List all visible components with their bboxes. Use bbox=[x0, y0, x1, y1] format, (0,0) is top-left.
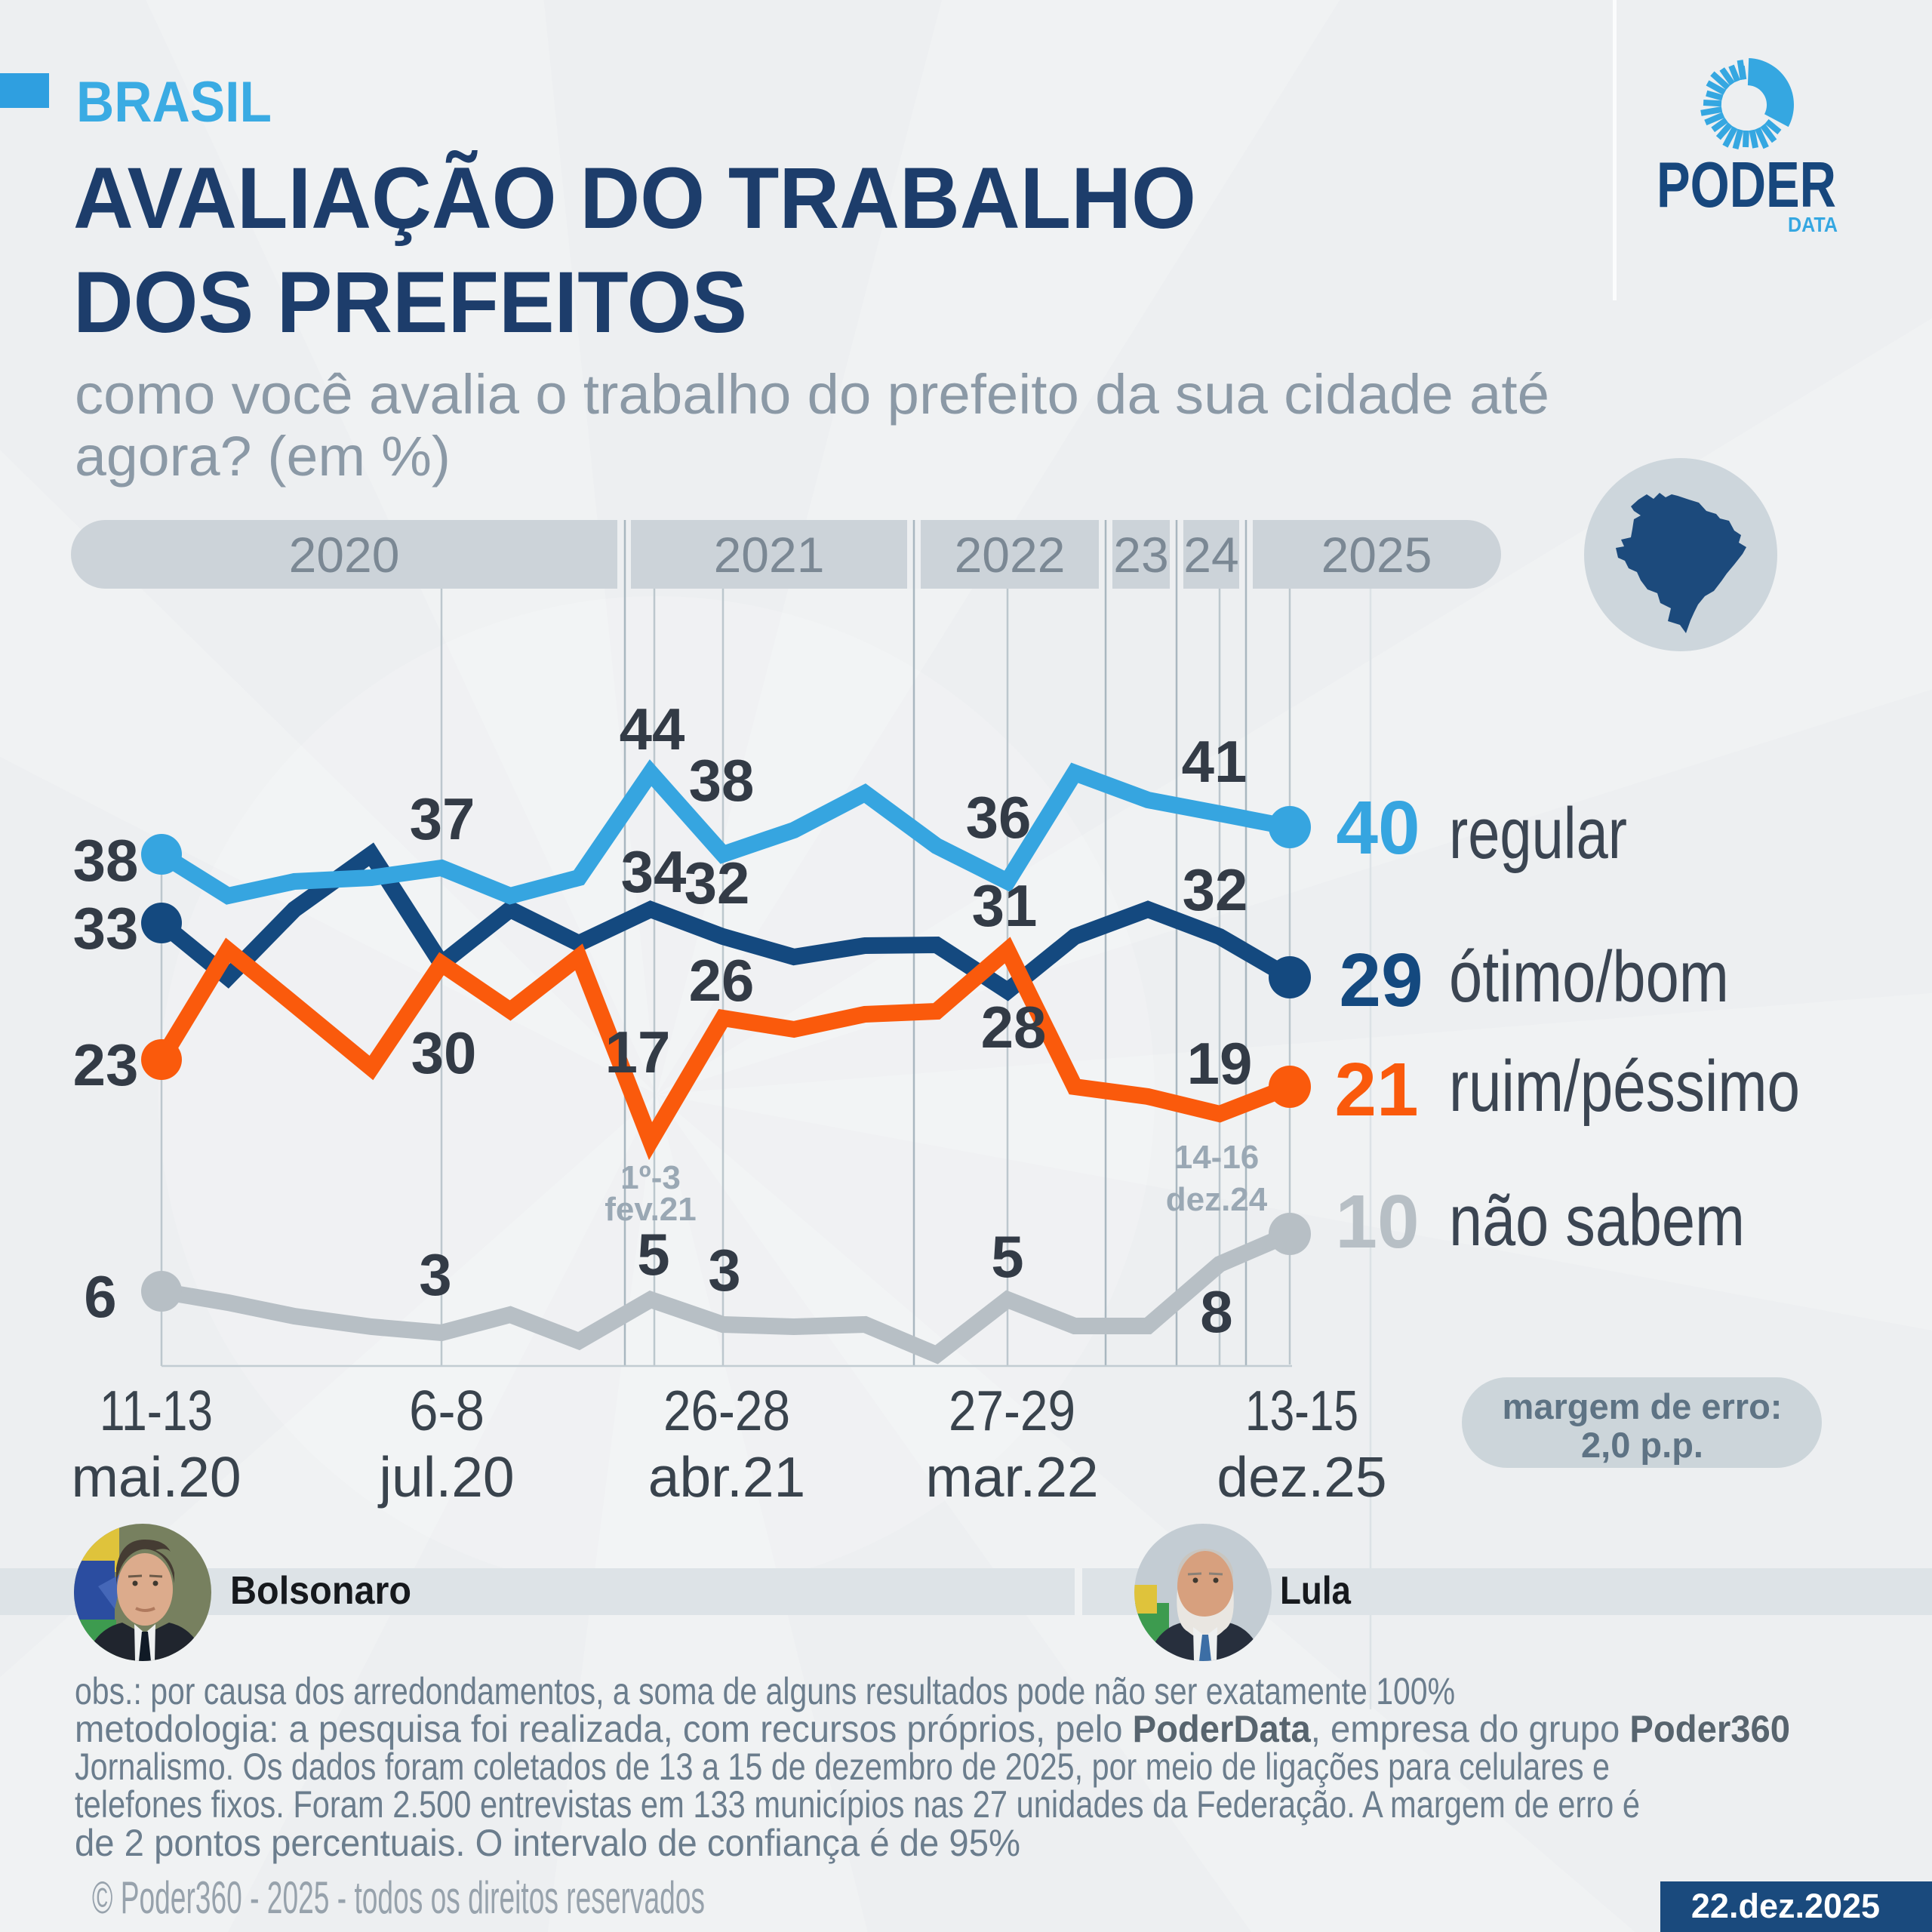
svg-text:27-29: 27-29 bbox=[949, 1379, 1075, 1442]
svg-text:40: 40 bbox=[1336, 786, 1420, 870]
svg-text:AVALIAÇÃO DO TRABALHO: AVALIAÇÃO DO TRABALHO bbox=[73, 150, 1196, 247]
svg-text:19: 19 bbox=[1187, 1030, 1253, 1097]
svg-text:margem de erro:: margem de erro: bbox=[1503, 1386, 1783, 1426]
svg-text:dez.25: dez.25 bbox=[1217, 1445, 1386, 1509]
svg-text:38: 38 bbox=[73, 827, 139, 894]
svg-text:abr.21: abr.21 bbox=[648, 1445, 806, 1509]
svg-text:23: 23 bbox=[1113, 527, 1168, 583]
svg-text:2020: 2020 bbox=[289, 527, 400, 583]
svg-text:32: 32 bbox=[1183, 857, 1248, 923]
svg-text:Jornalismo. Os dados foram col: Jornalismo. Os dados foram coletados de … bbox=[75, 1746, 1610, 1788]
svg-text:DATA: DATA bbox=[1788, 213, 1838, 236]
svg-text:jul.20: jul.20 bbox=[377, 1445, 514, 1509]
svg-text:26: 26 bbox=[689, 947, 755, 1014]
svg-text:agora? (em %): agora? (em %) bbox=[75, 425, 451, 488]
svg-text:de 2 pontos percentuais. O int: de 2 pontos percentuais. O intervalo de … bbox=[75, 1822, 1020, 1864]
svg-text:33: 33 bbox=[73, 895, 139, 961]
svg-text:14-16: 14-16 bbox=[1174, 1139, 1260, 1176]
svg-text:21: 21 bbox=[1334, 1048, 1418, 1132]
svg-text:13-15: 13-15 bbox=[1245, 1379, 1358, 1442]
svg-text:2022: 2022 bbox=[955, 527, 1066, 583]
svg-text:6-8: 6-8 bbox=[409, 1379, 485, 1442]
svg-text:mar.22: mar.22 bbox=[925, 1445, 1098, 1509]
svg-text:obs.: por causa dos arredondam: obs.: por causa dos arredondamentos, a s… bbox=[75, 1670, 1455, 1712]
svg-text:38: 38 bbox=[689, 747, 755, 814]
svg-text:telefones fixos. Foram 2.500 e: telefones fixos. Foram 2.500 entrevistas… bbox=[75, 1783, 1640, 1826]
svg-text:BRASIL: BRASIL bbox=[76, 70, 272, 134]
svg-text:22.dez.2025: 22.dez.2025 bbox=[1691, 1887, 1880, 1925]
svg-text:Bolsonaro: Bolsonaro bbox=[230, 1569, 411, 1613]
svg-text:30: 30 bbox=[411, 1020, 477, 1086]
svg-text:10: 10 bbox=[1335, 1180, 1419, 1264]
svg-text:24: 24 bbox=[1183, 527, 1238, 583]
svg-text:11-13: 11-13 bbox=[100, 1379, 213, 1442]
svg-text:8: 8 bbox=[1200, 1278, 1232, 1345]
svg-text:ruim/péssimo: ruim/péssimo bbox=[1449, 1046, 1800, 1127]
svg-text:37: 37 bbox=[410, 786, 475, 852]
svg-text:34: 34 bbox=[621, 838, 687, 905]
svg-text:36: 36 bbox=[966, 784, 1032, 851]
svg-text:3: 3 bbox=[419, 1241, 451, 1308]
svg-text:fev.21: fev.21 bbox=[605, 1191, 697, 1228]
svg-text:29: 29 bbox=[1339, 938, 1423, 1023]
svg-text:41: 41 bbox=[1182, 728, 1247, 795]
svg-text:26-28: 26-28 bbox=[663, 1379, 790, 1442]
svg-text:PODER: PODER bbox=[1657, 149, 1836, 221]
svg-text:© Poder360 - 2025 - todos os d: © Poder360 - 2025 - todos os direitos re… bbox=[92, 1872, 705, 1923]
svg-text:31: 31 bbox=[972, 872, 1038, 939]
svg-text:1º-3: 1º-3 bbox=[620, 1159, 681, 1196]
svg-text:2025: 2025 bbox=[1321, 527, 1432, 583]
svg-text:dez.24: dez.24 bbox=[1166, 1181, 1268, 1218]
svg-text:metodologia: a pesquisa foi re: metodologia: a pesquisa foi realizada, c… bbox=[75, 1708, 1790, 1750]
svg-text:5: 5 bbox=[991, 1223, 1023, 1290]
svg-text:como você avalia o trabalho do: como você avalia o trabalho do prefeito … bbox=[75, 363, 1549, 426]
svg-text:Lula: Lula bbox=[1280, 1569, 1352, 1613]
svg-text:2021: 2021 bbox=[714, 527, 825, 583]
svg-text:DOS PREFEITOS: DOS PREFEITOS bbox=[73, 254, 747, 351]
svg-text:32: 32 bbox=[685, 850, 750, 916]
svg-text:5: 5 bbox=[637, 1221, 669, 1287]
svg-text:3: 3 bbox=[708, 1237, 740, 1303]
svg-text:mai.20: mai.20 bbox=[71, 1445, 241, 1509]
svg-text:17: 17 bbox=[605, 1019, 671, 1085]
svg-text:2,0 p.p.: 2,0 p.p. bbox=[1581, 1425, 1703, 1465]
svg-text:28: 28 bbox=[981, 994, 1047, 1060]
svg-text:23: 23 bbox=[73, 1032, 139, 1098]
svg-text:regular: regular bbox=[1449, 793, 1627, 874]
svg-text:ótimo/bom: ótimo/bom bbox=[1449, 937, 1729, 1017]
svg-text:não sabem: não sabem bbox=[1449, 1180, 1745, 1261]
svg-text:44: 44 bbox=[620, 696, 685, 762]
svg-text:6: 6 bbox=[84, 1263, 116, 1330]
